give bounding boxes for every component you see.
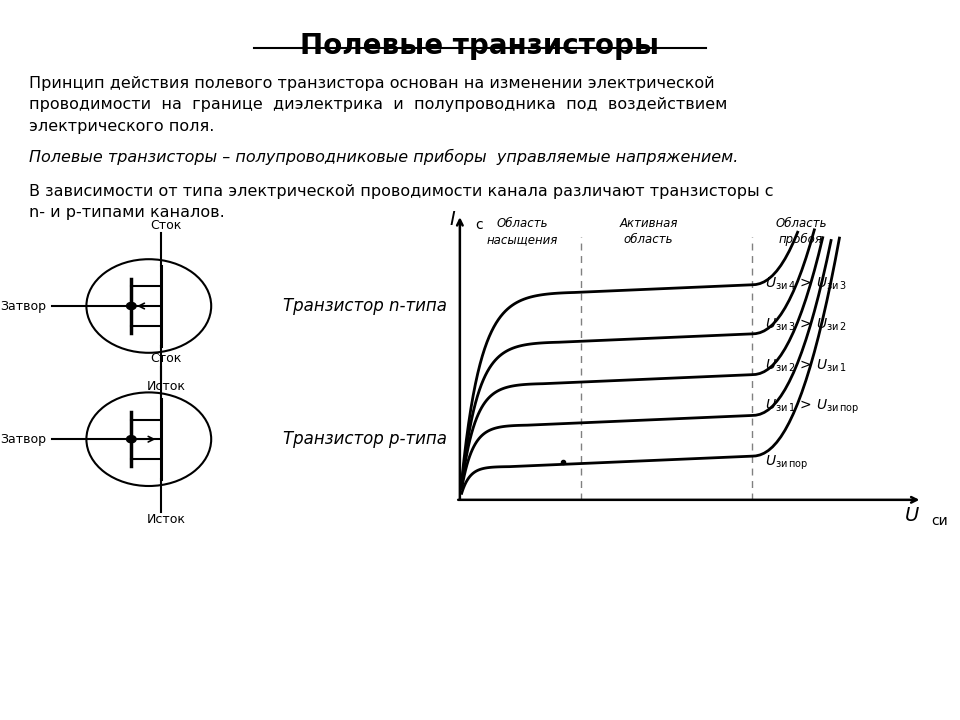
Text: Транзистор n-типа: Транзистор n-типа xyxy=(283,297,447,315)
Text: Затвор: Затвор xyxy=(0,300,46,312)
Text: $U_{\mathsf{зи\,1}}$$\,>\,$$U_{\mathsf{зи\,пор}}$: $U_{\mathsf{зи\,1}}$$\,>\,$$U_{\mathsf{з… xyxy=(765,398,859,416)
Text: Сток: Сток xyxy=(151,352,181,365)
Circle shape xyxy=(127,302,136,310)
Text: Транзистор р-типа: Транзистор р-типа xyxy=(283,430,447,448)
Text: си: си xyxy=(931,513,948,528)
Text: Исток: Исток xyxy=(147,513,185,526)
Text: $U_{\mathsf{зи\,3}}$$\,>\,$$U_{\mathsf{зи\,2}}$: $U_{\mathsf{зи\,3}}$$\,>\,$$U_{\mathsf{з… xyxy=(765,317,847,333)
Text: Принцип действия полевого транзистора основан на изменении электрической
проводи: Принцип действия полевого транзистора ос… xyxy=(29,76,727,134)
Text: Сток: Сток xyxy=(151,219,181,232)
Text: $U$: $U$ xyxy=(904,505,921,525)
Text: с: с xyxy=(475,218,483,233)
Text: Активная
область: Активная область xyxy=(619,217,678,246)
Text: Исток: Исток xyxy=(147,380,185,393)
Text: $I$: $I$ xyxy=(448,210,456,230)
Text: Полевые транзисторы: Полевые транзисторы xyxy=(300,32,660,60)
Text: В зависимости от типа электрической проводимости канала различают транзисторы с
: В зависимости от типа электрической пров… xyxy=(29,184,774,220)
Text: Область
пробоя: Область пробоя xyxy=(776,217,827,246)
Text: $U_{\mathsf{зи\,2}}$$\,>\,$$U_{\mathsf{зи\,1}}$: $U_{\mathsf{зи\,2}}$$\,>\,$$U_{\mathsf{з… xyxy=(765,357,847,374)
Text: $U_{\mathsf{зи\,4}}$$\,>\,$$U_{\mathsf{зи\,3}}$: $U_{\mathsf{зи\,4}}$$\,>\,$$U_{\mathsf{з… xyxy=(765,276,847,292)
Circle shape xyxy=(127,436,136,443)
Text: Затвор: Затвор xyxy=(0,433,46,446)
Text: Область
насыщения: Область насыщения xyxy=(487,217,559,246)
Text: $U_{\mathsf{зи\,пор}}$: $U_{\mathsf{зи\,пор}}$ xyxy=(765,454,808,472)
Text: Полевые транзисторы – полупроводниковые приборы  управляемые напряжением.: Полевые транзисторы – полупроводниковые … xyxy=(29,149,738,165)
